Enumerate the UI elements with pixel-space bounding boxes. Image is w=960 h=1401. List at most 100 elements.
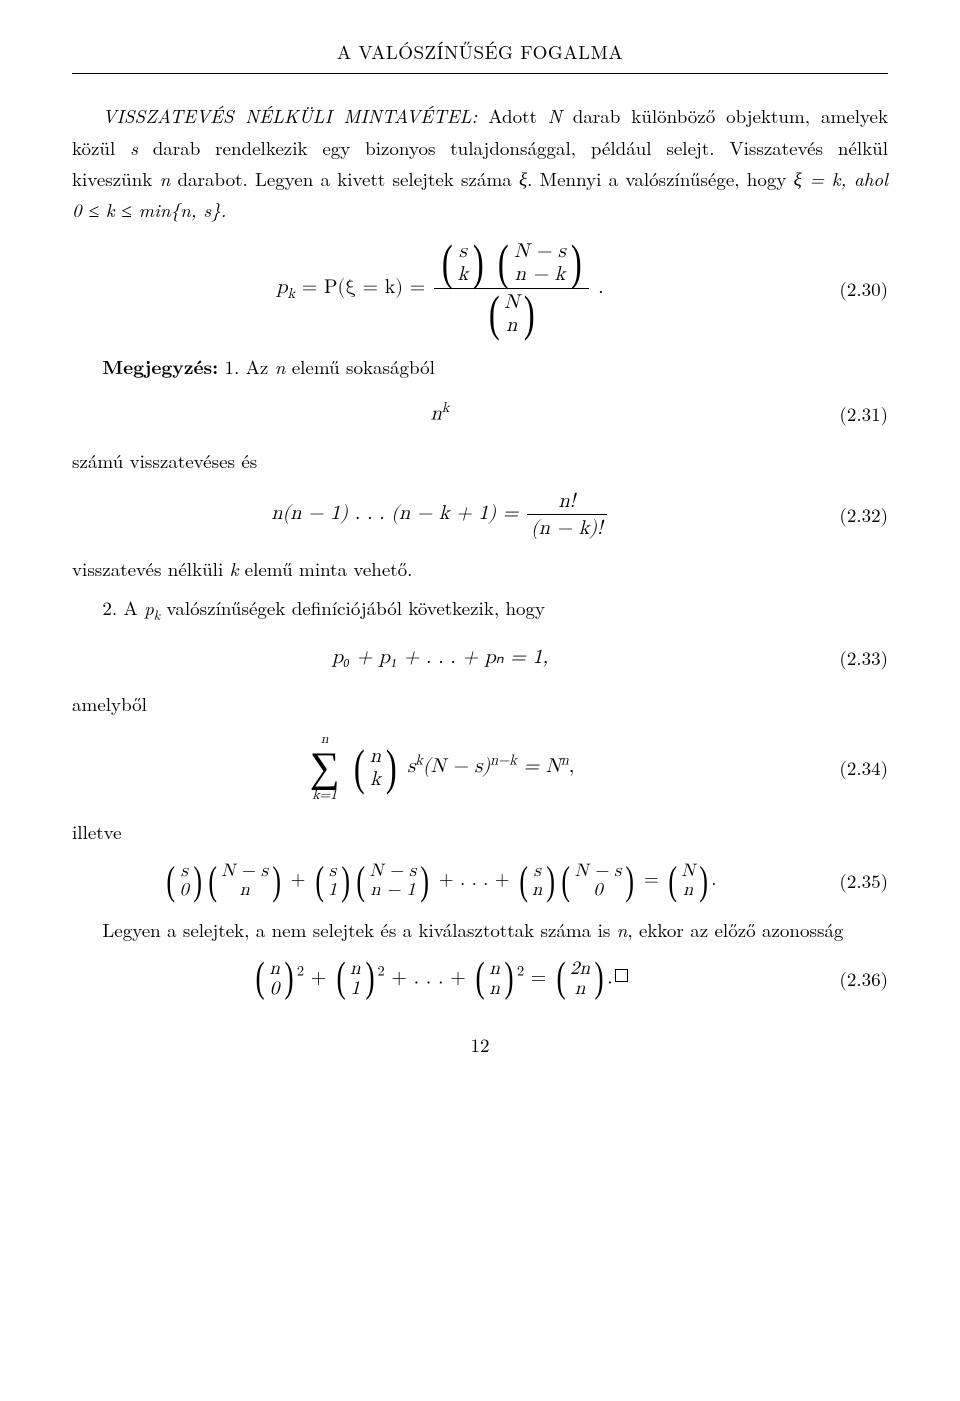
intro-s: s — [130, 134, 138, 161]
rule — [72, 73, 888, 74]
eq234-rhs: = N — [524, 756, 561, 776]
after232-l1: visszatevés nélküli k elemű minta vehető… — [72, 553, 888, 584]
eq230-psub: k — [287, 286, 295, 301]
eq230-body: pk = P(ξ = k) = ( sk ) ( N − sn − k ) — [72, 240, 808, 337]
eq235-b7: (Nn) — [666, 862, 710, 900]
v: n — [269, 959, 280, 979]
intro-n: n — [160, 165, 171, 192]
eq230-b2b: n − k — [515, 263, 566, 286]
v: n — [240, 881, 250, 900]
eq235-b1: (s0) — [164, 862, 204, 900]
paren-l: ( — [354, 746, 365, 789]
eq235-num-label: (2.35) — [808, 865, 888, 896]
equation-2-31: nk (2.31) — [72, 396, 888, 431]
between231-line: számú visszatevéses és — [72, 445, 888, 476]
plus: + — [304, 967, 333, 987]
eq236-body: (n0)2 + (n1)2 + . . . + (nn)2 = (2nn). — [72, 959, 808, 999]
tail: . — [607, 967, 613, 987]
plus: + — [284, 870, 311, 889]
intro-t1: Adott — [477, 102, 547, 129]
eq234-rexp: n — [561, 752, 569, 767]
v: N — [681, 862, 695, 881]
eq: = — [638, 870, 665, 889]
eq236-b1: (n0) — [253, 959, 296, 999]
eq230-eq: = P(ξ = k) = — [302, 277, 432, 297]
paren-l: ( — [488, 292, 499, 335]
v: n − 1 — [370, 881, 415, 900]
eq234-bt: n — [370, 745, 381, 768]
last-n: n — [617, 916, 628, 943]
dots: + . . . + — [385, 967, 473, 987]
paren-r: ) — [524, 292, 535, 335]
after232-l2: 2. A pk valószínűségek definíciójából kö… — [72, 592, 888, 626]
v: n — [683, 881, 693, 900]
eq235-b4: (N − sn − 1) — [354, 862, 431, 900]
after232-t1a: visszatevés nélküli — [72, 555, 230, 582]
eq234-num-label: (2.34) — [808, 752, 888, 783]
eq232-frac: n! (n − k)! — [527, 490, 607, 539]
eq230-b3t: N — [504, 291, 519, 314]
intro-xi: ξ — [519, 165, 527, 192]
remark-t1b: elemű sokaságból — [285, 353, 435, 380]
qed-icon — [615, 969, 628, 982]
equation-2-30: pk = P(ξ = k) = ( sk ) ( N − sn − k ) — [72, 240, 888, 337]
v: N − s — [221, 862, 268, 881]
equation-2-36: (n0)2 + (n1)2 + . . . + (nn)2 = (2nn). (… — [72, 959, 888, 999]
paren-r: ) — [473, 241, 484, 284]
v: 0 — [270, 979, 280, 999]
eq230-den: ( Nn ) — [434, 288, 590, 337]
v: n — [575, 979, 586, 999]
eq: = — [524, 967, 553, 987]
sigma-icon: ∑ — [310, 747, 340, 789]
v: s — [534, 862, 541, 881]
v: N − s — [575, 862, 622, 881]
sq: 2 — [378, 963, 385, 978]
eq230-p: p — [276, 277, 287, 297]
eq230-num-label: (2.30) — [808, 273, 888, 304]
eq236-br: (2nn) — [554, 959, 606, 999]
illetve-line: illetve — [72, 816, 888, 847]
intro-t5: . Mennyi a valószínűsége, hogy — [527, 165, 793, 192]
v: n — [532, 881, 542, 900]
v: 0 — [594, 881, 603, 900]
equation-2-35: (s0)(N − sn) + (s1)(N − sn − 1) + . . . … — [72, 862, 888, 900]
paren-l: ( — [442, 241, 453, 284]
eq235-body: (s0)(N − sn) + (s1)(N − sn − 1) + . . . … — [72, 862, 808, 900]
v: 2n — [570, 959, 590, 979]
eq230-b2t: N − s — [514, 240, 566, 263]
intro-paragraph: VISSZATEVÉS NÉLKÜLI MINTAVÉTEL: Adott N … — [72, 100, 888, 225]
last-t1a: Legyen a selejtek, a nem selejtek és a k… — [102, 916, 616, 943]
eq231-num-label: (2.31) — [808, 398, 888, 429]
v: s — [329, 862, 336, 881]
eq230-b3: ( Nn ) — [486, 291, 538, 337]
eq235-b2: (N − sn) — [206, 862, 283, 900]
paren-l: ( — [498, 241, 509, 284]
intro-N: N — [548, 102, 562, 129]
eq231-exp: k — [442, 400, 450, 415]
eq234-ns: (N − s) — [423, 756, 490, 776]
last-paragraph: Legyen a selejtek, a nem selejtek és a k… — [72, 914, 888, 945]
page-number: 12 — [72, 1029, 888, 1060]
after232-p: p — [144, 594, 154, 621]
v: N − s — [370, 862, 417, 881]
eq236-b2: (n1) — [334, 959, 377, 999]
v: s — [181, 862, 188, 881]
eq234-tail: , — [569, 756, 575, 776]
eq234-e2: n−k — [490, 752, 517, 767]
equation-2-32: n(n − 1) . . . (n − k + 1) = n! (n − k)!… — [72, 490, 888, 539]
eq233-body: p₀ + p₁ + . . . + pₙ = 1, — [72, 641, 808, 674]
running-head: A VALÓSZÍNŰSÉG FOGALMA — [72, 36, 888, 67]
eq230-b2: ( N − sn − k ) — [495, 240, 584, 286]
eq232-num-label: (2.32) — [808, 499, 888, 530]
eq232-fd: (n − k)! — [527, 514, 607, 539]
last-t1b: , ekkor az előző azonosság — [627, 916, 843, 943]
eq235-b6: (N − s0) — [559, 862, 636, 900]
remark-line: Megjegyzés: 1. Az n elemű sokaságból — [72, 351, 888, 382]
eq230-b3b: n — [506, 314, 517, 337]
eq231-base: n — [431, 404, 442, 424]
equation-2-34: n ∑ k=1 ( nk ) sk(N − s)n−k = Nn, (2.34) — [72, 733, 888, 802]
eq230-frac: ( sk ) ( N − sn − k ) ( Nn ) — [434, 240, 590, 337]
eq232-fn: n! — [527, 490, 607, 514]
eq234-body: n ∑ k=1 ( nk ) sk(N − s)n−k = Nn, — [72, 733, 808, 802]
paren-r: ) — [386, 746, 397, 789]
